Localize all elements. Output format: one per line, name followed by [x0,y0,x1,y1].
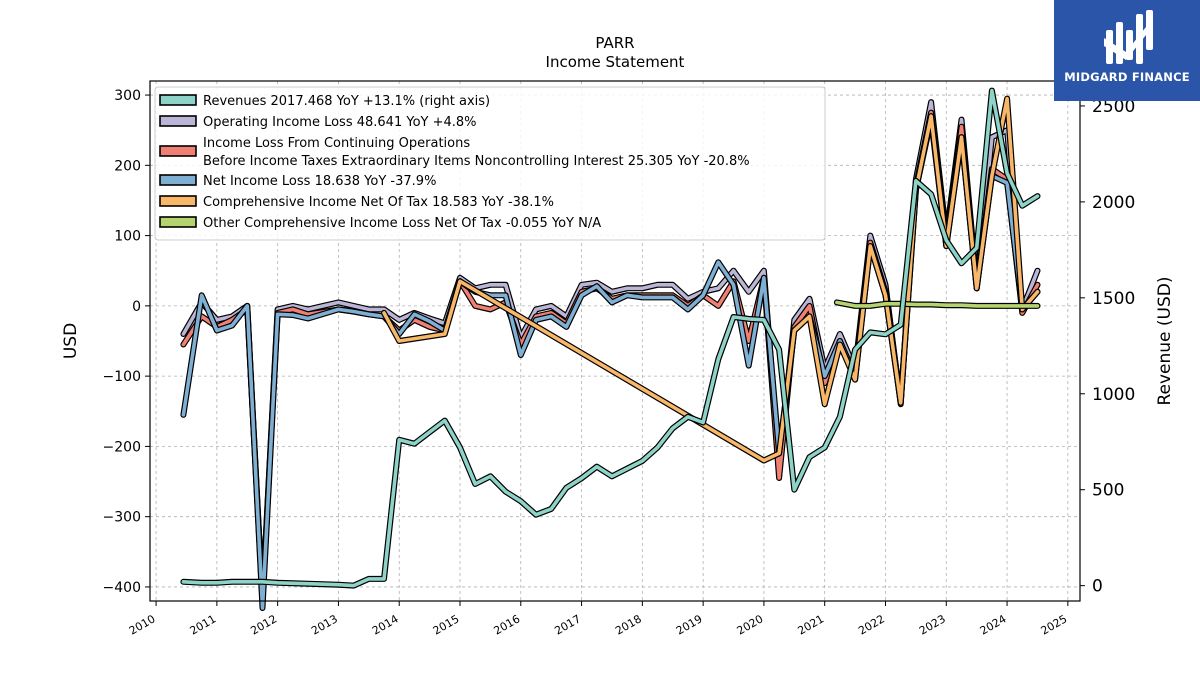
legend: Revenues 2017.468 YoY +13.1% (right axis… [154,86,826,241]
series-other-comprehensive-income-loss-net-of-tax [833,299,1041,309]
x-tick-label: 2025 [1039,612,1070,637]
legend-swatch [159,115,197,127]
y2-tick-label: 0 [1092,577,1103,597]
legend-swatch [159,174,197,186]
x-axis-ticks: 2010 2011 2012 2013 2014 2015 2016 2017 2018 2019… [127,601,1070,638]
midgard-finance-logo: MIDGARD FINANCE [1054,0,1200,101]
x-tick-label: 2013 [309,612,340,637]
chart-subtitle: Income Statement [546,53,685,71]
x-tick-label: 2015 [431,612,462,637]
legend-entry: Operating Income Loss 48.641 YoY +4.8% [203,115,477,130]
legend-box [154,86,826,241]
series-line [382,96,1040,463]
y-tick-label: 100 [114,229,141,245]
y-axis-label: USD [61,323,81,359]
series-line [835,300,1040,308]
x-tick-label: 2020 [735,612,766,637]
x-tick-label: 2012 [248,612,279,637]
chart-title: PARR [595,34,634,52]
series-line [181,88,1040,588]
left-axis-ticks: −400 −300 −200 −100 0 100 200 300 [103,88,150,596]
y-tick-label: −300 [103,510,141,526]
x-tick-label: 2017 [552,612,583,637]
y-tick-label: −100 [103,369,141,385]
y2-tick-label: 1500 [1092,289,1135,309]
x-tick-label: 2014 [370,612,401,637]
x-tick-label: 2011 [188,612,219,637]
legend-entry: Revenues 2017.468 YoY +13.1% (right axis… [203,94,490,109]
legend-swatch [159,216,197,228]
legend-swatch [159,195,197,207]
series-comprehensive-income-net-of-tax [381,95,1041,464]
y2-tick-label: 2500 [1092,97,1135,117]
legend-entry: Net Income Loss 18.638 YoY -37.9% [203,174,436,189]
x-tick-label: 2021 [795,612,826,637]
plot-frame [149,80,1081,602]
legend-entry: Income Loss From Continuing Operations [203,136,470,151]
x-tick-label: 2018 [613,612,644,637]
legend-swatch [159,94,197,106]
legend-entry: Comprehensive Income Net Of Tax 18.583 Y… [203,195,554,210]
x-tick-label: 2023 [917,612,948,637]
x-tick-label: 2022 [856,612,887,637]
y-tick-label: 0 [132,299,141,315]
x-tick-label: 2016 [492,612,523,637]
y-tick-label: 300 [114,88,141,104]
legend-entry-continued: Before Income Taxes Extraordinary Items … [203,154,750,169]
y2-tick-label: 2000 [1092,193,1135,213]
brand-name: MIDGARD FINANCE [1064,70,1190,84]
series-revenues [180,87,1041,589]
x-tick-label: 2024 [978,612,1009,637]
y-tick-label: 200 [114,158,141,174]
legend-entry: Other Comprehensive Income Loss Net Of T… [203,216,601,231]
y-tick-label: −400 [103,580,141,596]
y2-tick-label: 500 [1092,481,1124,501]
midgard-logo-icon [1104,10,1153,64]
y2-axis-label: Revenue (USD) [1155,276,1175,405]
series-lines [180,87,1041,611]
legend-swatch [159,145,197,157]
x-tick-label: 2010 [127,612,158,637]
x-tick-label: 2019 [674,612,705,637]
right-axis-ticks: 0 500 1000 1500 2000 2500 [1080,97,1135,597]
y-tick-label: −200 [103,439,141,455]
y2-tick-label: 1000 [1092,385,1135,405]
